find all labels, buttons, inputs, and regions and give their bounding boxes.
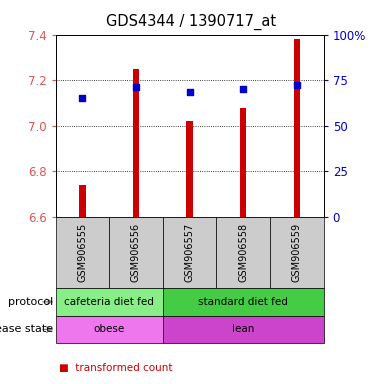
Point	[133, 84, 139, 90]
Text: ■  transformed count: ■ transformed count	[59, 363, 173, 373]
Text: GDS4344 / 1390717_at: GDS4344 / 1390717_at	[106, 13, 277, 30]
Bar	[187, 121, 193, 217]
Point	[294, 82, 300, 88]
Text: GSM906556: GSM906556	[131, 223, 141, 282]
Text: cafeteria diet fed: cafeteria diet fed	[64, 297, 154, 307]
Point	[240, 86, 246, 93]
Text: protocol: protocol	[8, 297, 54, 307]
Text: disease state: disease state	[0, 324, 54, 334]
Point	[79, 95, 85, 101]
Text: obese: obese	[93, 324, 125, 334]
Bar	[294, 39, 300, 217]
Bar	[240, 108, 246, 217]
Text: standard diet fed: standard diet fed	[198, 297, 288, 307]
Text: GSM906555: GSM906555	[77, 223, 87, 282]
Bar	[133, 69, 139, 217]
Text: GSM906557: GSM906557	[185, 223, 195, 282]
Text: GSM906559: GSM906559	[292, 223, 302, 282]
Text: lean: lean	[232, 324, 254, 334]
Text: GSM906558: GSM906558	[238, 223, 248, 282]
Bar	[79, 185, 85, 217]
Point	[187, 88, 193, 94]
